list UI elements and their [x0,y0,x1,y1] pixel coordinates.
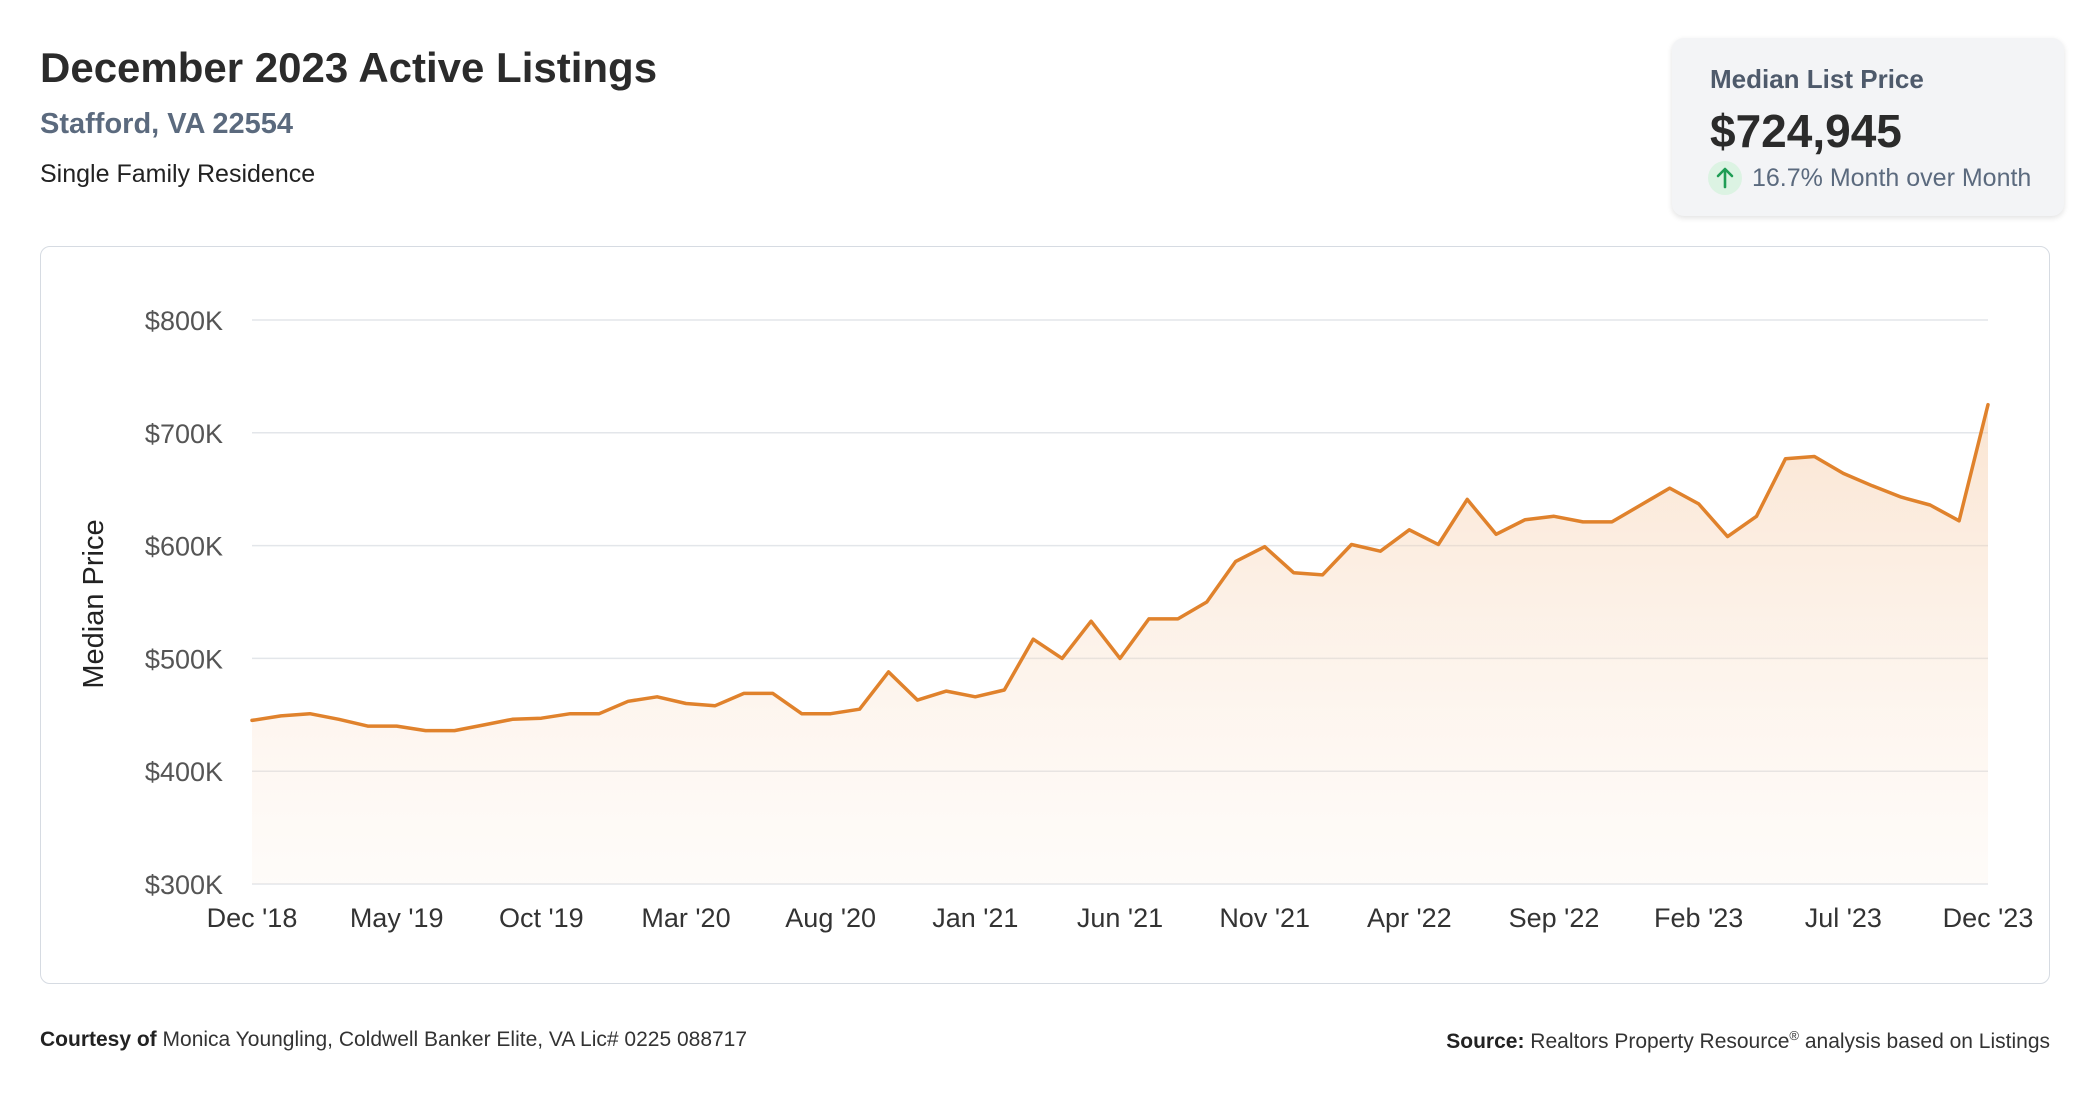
stat-value: $724,945 [1710,105,1902,157]
stat-change: 16.7% Month over Month [1708,160,2031,196]
area-fill [252,404,1988,884]
source-footer: Source: Realtors Property Resource® anal… [1446,1028,2050,1054]
source-text: Realtors Property Resource [1530,1030,1790,1053]
x-tick-label: Jun '21 [1077,903,1163,933]
x-tick-label: May '19 [350,903,444,933]
stat-label: Median List Price [1710,64,1924,94]
x-tick-label: Oct '19 [499,903,584,933]
x-axis-ticks: Dec '18 May '19 Oct '19 Mar '20 Aug '20 Jan '… [207,903,2034,933]
x-tick-label: Aug '20 [785,903,876,933]
stat-change-text: 16.7% Month over Month [1752,163,2032,192]
courtesy-label: Courtesy of [40,1028,157,1051]
median-price-chart: $300K $400K $500K $600K $700K $800K Dec '18 Ma… [78,306,2034,933]
page-title: December 2023 Active Listings [40,44,658,91]
location-subtitle: Stafford, VA 22554 [40,108,294,140]
y-axis-label: Median Price [78,519,110,688]
series-line-path [250,402,1990,733]
arrow-up-icon [1708,161,1742,195]
courtesy-text: Monica Youngling, Coldwell Banker Elite,… [162,1028,748,1051]
x-tick-label: Nov '21 [1219,903,1310,933]
y-tick-label: $400K [145,757,223,787]
x-tick-label: Dec '23 [1943,903,2034,933]
series-line [250,402,1990,733]
y-tick-label: $600K [145,532,223,562]
x-tick-label: Feb '23 [1654,903,1743,933]
x-tick-label: Dec '18 [207,903,298,933]
y-tick-label: $700K [145,419,223,449]
source-label: Source: [1446,1030,1525,1053]
x-tick-label: Mar '20 [641,903,730,933]
courtesy-footer: Courtesy of Monica Youngling, Coldwell B… [40,1028,747,1052]
property-type-label: Single Family Residence [40,160,316,188]
y-tick-label: $300K [145,870,223,900]
median-list-price-card: Median List Price $724,945 16.7% Month o… [1672,38,2064,216]
x-tick-label: Jul '23 [1805,903,1882,933]
x-tick-label: Jan '21 [932,903,1018,933]
x-tick-label: Apr '22 [1367,903,1452,933]
source-suffix: analysis based on Listings [1804,1030,2050,1053]
y-tick-label: $500K [145,644,223,674]
registered-mark: ® [1789,1028,1799,1043]
y-tick-label: $800K [145,306,223,336]
y-axis-ticks: $300K $400K $500K $600K $700K $800K [145,306,223,900]
chart-container: $300K $400K $500K $600K $700K $800K Dec '18 Ma… [40,246,2050,984]
area-fill-shape [252,404,1988,884]
x-tick-label: Sep '22 [1509,903,1600,933]
